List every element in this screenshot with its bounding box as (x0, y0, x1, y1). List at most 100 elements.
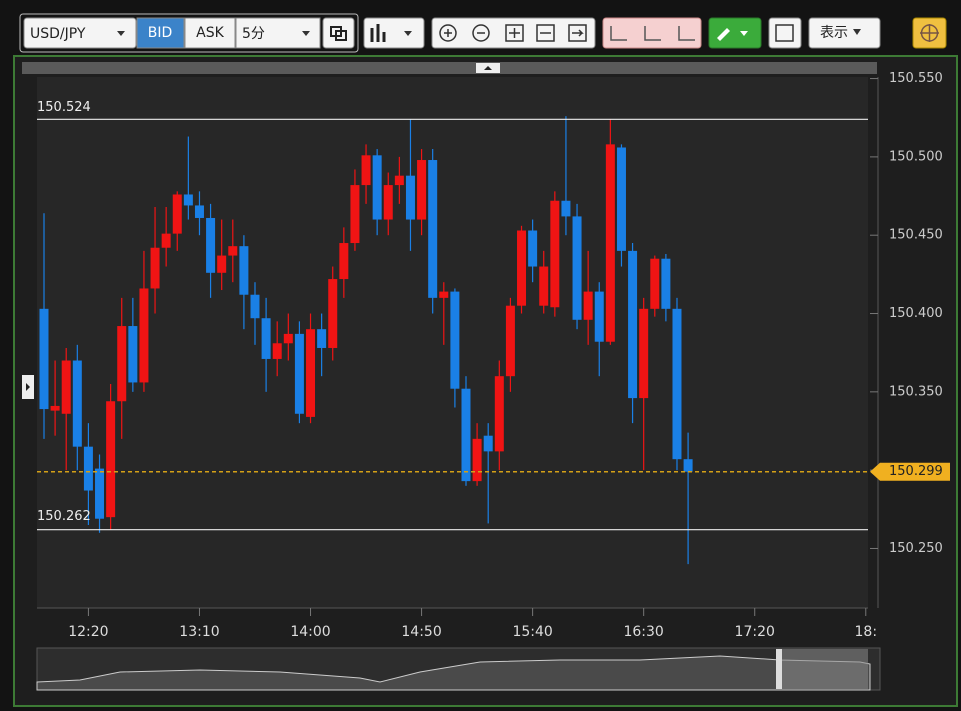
candle-body (272, 343, 282, 359)
zoom-out[interactable] (472, 24, 490, 42)
level-label: 150.524 (37, 100, 91, 115)
navigator-handle[interactable] (776, 649, 782, 689)
candle-body (572, 216, 582, 320)
candle-body (650, 258, 660, 309)
candle-body (517, 230, 527, 306)
x-tick-label: 16:30 (623, 624, 663, 640)
view-button[interactable] (808, 17, 881, 49)
candle-body (661, 258, 671, 309)
candle-body (161, 233, 171, 248)
top-bar (22, 62, 877, 74)
candle-body (394, 175, 404, 186)
candle-body (583, 291, 593, 320)
candle-body (139, 288, 149, 383)
icon (335, 30, 347, 41)
candle-body (172, 194, 182, 234)
x-tick-label: 14:50 (401, 624, 441, 640)
candle-body (461, 388, 471, 482)
fit-button[interactable] (505, 24, 524, 42)
candle-body (439, 291, 449, 298)
zoom-in[interactable] (439, 24, 457, 42)
y-tick-label: 150.450 (889, 228, 943, 243)
candle-body (95, 468, 105, 519)
candle-body (350, 185, 360, 244)
level-label: 150.262 (37, 509, 91, 524)
symbol-select[interactable] (23, 17, 137, 49)
candle-body (683, 459, 693, 472)
candle-body (628, 250, 638, 399)
toolbar-group (19, 13, 359, 53)
symbol: USD/JPY (30, 26, 86, 42)
candle-body (250, 294, 260, 319)
candle-body (528, 230, 538, 267)
latest-button[interactable] (568, 24, 587, 42)
candle-body (428, 160, 438, 298)
candle-body (472, 438, 482, 482)
candle-body (483, 435, 493, 452)
candle-body (39, 308, 49, 410)
navigator-line (36, 655, 871, 691)
x-tick-label: 15:40 (512, 624, 552, 640)
candle-body (361, 155, 371, 186)
dropdown-arrow (404, 31, 412, 36)
stretch-button[interactable] (536, 24, 555, 42)
candle-body (672, 308, 682, 460)
candle-body (61, 360, 71, 414)
candle-body (72, 360, 82, 447)
y-tick-label: 150.250 (889, 541, 943, 556)
candle-body (539, 266, 549, 306)
candle-body (183, 194, 193, 206)
dropdown-arrow (117, 31, 125, 36)
y-tick-label: 150.350 (889, 384, 943, 399)
pen-button[interactable] (708, 17, 762, 49)
candle-body (339, 243, 349, 280)
icon (509, 28, 520, 38)
candle-body (383, 185, 393, 220)
candle-body (117, 326, 127, 402)
bid-label: BID (148, 25, 173, 41)
ask-button[interactable] (184, 17, 236, 49)
compare-button[interactable] (768, 17, 802, 49)
drawing-tools[interactable] (602, 17, 702, 49)
icon (370, 24, 386, 42)
candle-body (317, 329, 327, 348)
dropdown-arrow (740, 31, 748, 36)
interval: 5分 (242, 26, 265, 42)
candle-body (550, 200, 560, 308)
x-tick-label: 13:10 (179, 624, 219, 640)
view-label: 表示 (820, 25, 848, 41)
candle-body (505, 305, 515, 377)
candle-body (450, 291, 460, 389)
candle-body (239, 246, 249, 295)
candle-body (106, 401, 116, 518)
zoom-buttons (431, 17, 596, 49)
x-tick-label: 14:00 (290, 624, 330, 640)
candle-body (206, 217, 216, 273)
current-price-label: 150.299 (889, 464, 943, 479)
ask-label: ASK (196, 25, 224, 41)
bid-button[interactable] (136, 17, 185, 49)
candle-body (128, 326, 138, 383)
dropdown-arrow (853, 29, 861, 35)
candle-body (405, 175, 415, 220)
toolbar: USD/JPY BID ASK 5分 (19, 13, 947, 53)
navigator-window[interactable] (778, 649, 868, 689)
candle-body (616, 147, 626, 251)
y-tick-label: 150.500 (889, 149, 943, 164)
candle-body (594, 291, 604, 342)
icon (572, 29, 584, 37)
x-tick-label: 12:20 (68, 624, 108, 640)
icon (920, 24, 939, 42)
candle-body (561, 200, 571, 217)
candle-body (639, 308, 649, 399)
candle-body (228, 246, 238, 256)
candle-body (372, 155, 382, 220)
y-tick-label: 150.550 (889, 71, 943, 86)
candle-body (494, 376, 504, 452)
link-button[interactable] (322, 17, 355, 49)
icon (775, 24, 794, 42)
candle-body (194, 205, 204, 218)
candle-body (83, 446, 93, 491)
dropdown-arrow (302, 31, 310, 36)
